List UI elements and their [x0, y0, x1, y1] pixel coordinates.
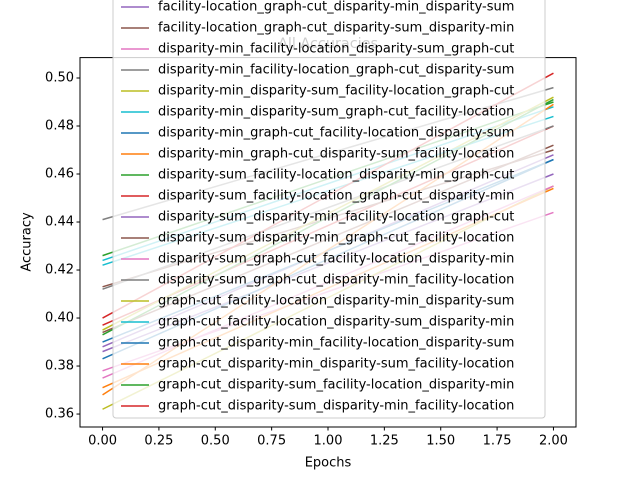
x-tick-label: 1.50 — [426, 434, 455, 449]
legend-label: graph-cut_disparity-sum_disparity-min_fa… — [158, 399, 514, 414]
x-tick-label: 2.00 — [539, 434, 568, 449]
legend-label: graph-cut_facility-location_disparity-mi… — [158, 294, 514, 309]
legend-label: disparity-sum_graph-cut_disparity-min_fa… — [158, 273, 514, 288]
legend-label: disparity-min_graph-cut_facility-locatio… — [158, 126, 514, 141]
y-tick-label: 0.42 — [45, 263, 74, 278]
legend-label: disparity-sum_graph-cut_facility-locatio… — [158, 252, 514, 267]
x-tick-label: 1.75 — [483, 434, 512, 449]
y-axis-label: Accuracy — [20, 212, 35, 272]
legend-label: disparity-sum_disparity-min_graph-cut_fa… — [158, 231, 514, 246]
legend-label: graph-cut_disparity-min_disparity-sum_fa… — [158, 357, 514, 372]
y-tick-label: 0.44 — [45, 215, 74, 230]
x-tick-label: 1.25 — [370, 434, 399, 449]
legend-label: disparity-min_facility-location_disparit… — [158, 42, 514, 57]
y-tick-label: 0.36 — [45, 407, 74, 422]
x-tick-label: 0.00 — [88, 434, 117, 449]
x-axis-label: Epochs — [305, 456, 352, 471]
x-tick-label: 0.50 — [201, 434, 230, 449]
legend-label: facility-location_graph-cut_disparity-su… — [158, 21, 514, 36]
legend-label: disparity-min_graph-cut_disparity-sum_fa… — [158, 147, 514, 162]
legend-label: disparity-min_facility-location_graph-cu… — [158, 63, 514, 78]
legend-label: disparity-min_disparity-sum_facility-loc… — [158, 84, 514, 99]
y-tick-label: 0.46 — [45, 167, 74, 182]
x-tick-label: 0.75 — [257, 434, 286, 449]
y-tick-label: 0.48 — [45, 119, 74, 134]
y-tick-label: 0.40 — [45, 311, 74, 326]
x-tick-label: 1.00 — [314, 434, 343, 449]
legend-label: graph-cut_disparity-min_facility-locatio… — [158, 336, 514, 351]
legend-label: facility-location_graph-cut_disparity-mi… — [158, 0, 514, 15]
legend-label: disparity-sum_facility-location_graph-cu… — [158, 189, 514, 204]
legend-label: graph-cut_disparity-sum_facility-locatio… — [158, 378, 514, 393]
legend-box — [112, 0, 546, 419]
legend-label: graph-cut_facility-location_disparity-su… — [158, 315, 514, 330]
x-tick-label: 0.25 — [144, 434, 173, 449]
y-tick-label: 0.38 — [45, 359, 74, 374]
legend-label: disparity-min_disparity-sum_graph-cut_fa… — [158, 105, 514, 120]
y-tick-label: 0.50 — [45, 71, 74, 86]
legend-label: disparity-sum_facility-location_disparit… — [158, 168, 514, 183]
legend-label: disparity-sum_disparity-min_facility-loc… — [158, 210, 514, 225]
